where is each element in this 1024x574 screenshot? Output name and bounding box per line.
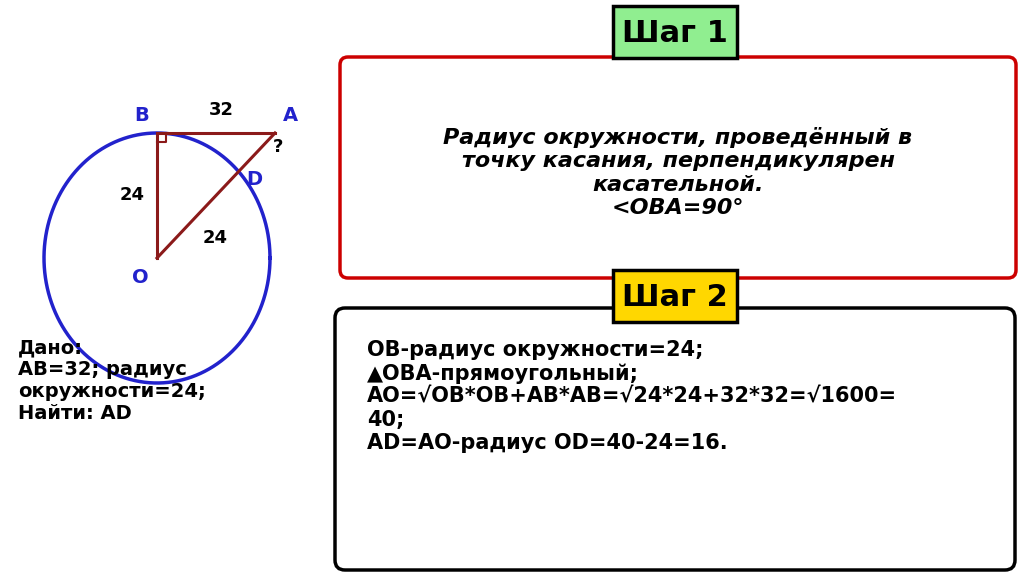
Text: ОВ-радиус окружности=24;
▲ОВА-прямоугольный;
АО=√ОВ*ОВ+АВ*АВ=√24*24+32*32=√1600=: ОВ-радиус окружности=24; ▲ОВА-прямоуголь… bbox=[367, 340, 897, 453]
Text: D: D bbox=[247, 169, 263, 188]
Text: A: A bbox=[283, 106, 298, 125]
Text: Шаг 1: Шаг 1 bbox=[622, 18, 728, 48]
FancyBboxPatch shape bbox=[335, 308, 1015, 570]
FancyBboxPatch shape bbox=[613, 270, 737, 322]
Text: Шаг 2: Шаг 2 bbox=[623, 282, 728, 312]
Text: 32: 32 bbox=[209, 101, 233, 119]
Text: 24: 24 bbox=[203, 229, 227, 247]
Text: 24: 24 bbox=[120, 187, 145, 204]
Text: ?: ? bbox=[272, 138, 284, 156]
Text: O: O bbox=[132, 268, 150, 287]
Text: B: B bbox=[134, 106, 150, 125]
FancyBboxPatch shape bbox=[340, 57, 1016, 278]
FancyBboxPatch shape bbox=[613, 6, 737, 58]
Text: Радиус окружности, проведённый в
точку касания, перпендикулярен
касательной.
<OB: Радиус окружности, проведённый в точку к… bbox=[443, 127, 912, 218]
Text: Дано:
АВ=32; радиус
окружности=24;
Найти: АD: Дано: АВ=32; радиус окружности=24; Найти… bbox=[18, 338, 206, 423]
